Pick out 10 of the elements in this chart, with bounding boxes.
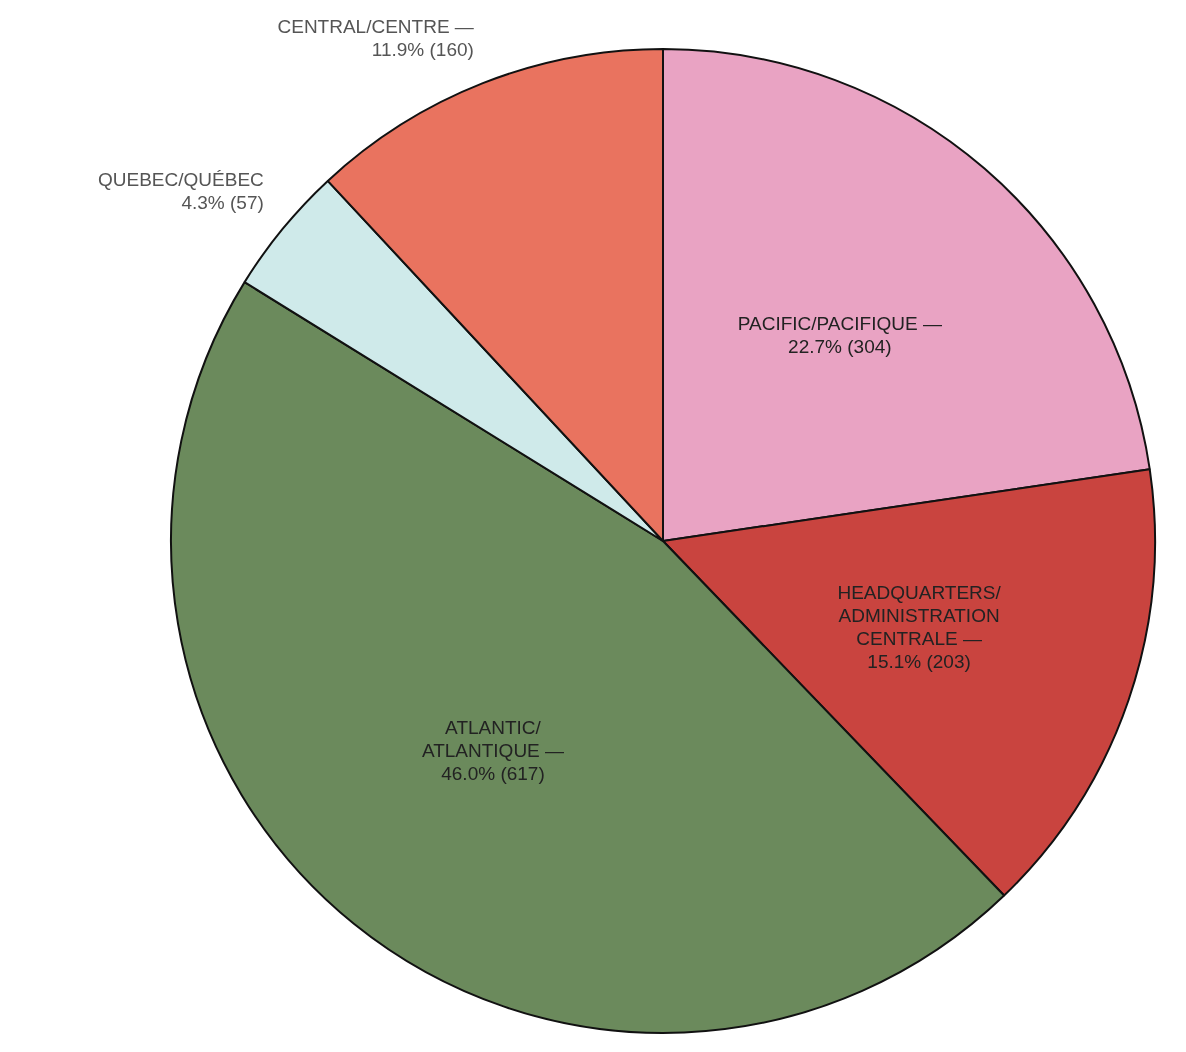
slice-label: CENTRAL/CENTRE — bbox=[277, 16, 474, 37]
data-label: 15.1% (203) bbox=[867, 651, 971, 673]
slice-label: ATLANTIC/ ATLANTIQUE — bbox=[421, 716, 565, 761]
slice-label: HEADQUARTERS/ ADMINISTRATION CENTRALE — bbox=[837, 582, 1002, 650]
slice-label: PACIFIC/PACIFIQUE — bbox=[737, 312, 942, 334]
data-label: 11.9% (160) bbox=[371, 39, 474, 60]
data-label: 46.0% (617) bbox=[441, 762, 545, 784]
data-label: 22.7% (304) bbox=[788, 335, 892, 357]
data-label: 4.3% (57) bbox=[181, 191, 264, 213]
slice-label: QUEBEC/QUÉBEC bbox=[98, 168, 264, 190]
